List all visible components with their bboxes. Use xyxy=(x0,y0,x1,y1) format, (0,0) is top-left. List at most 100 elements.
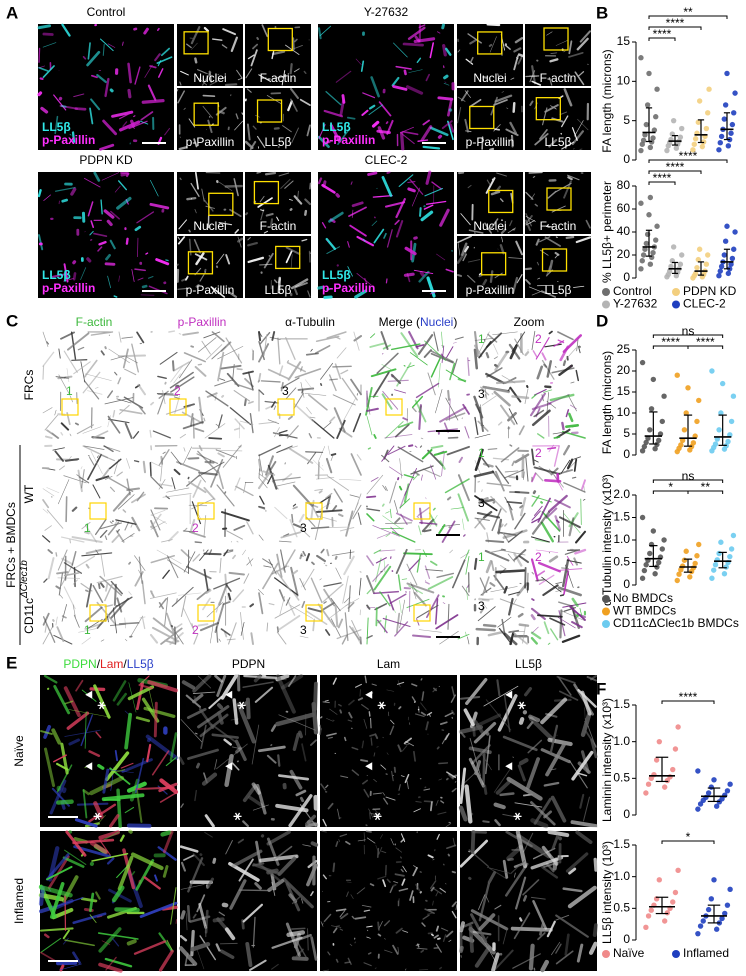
arrowhead xyxy=(85,762,93,771)
cell-structure xyxy=(186,904,191,923)
cell-structure xyxy=(570,820,598,828)
cell-structure xyxy=(557,331,574,341)
cell-structure xyxy=(194,427,205,433)
cell-structure xyxy=(489,36,497,53)
cell-structure xyxy=(457,633,470,640)
legend-label: WT BMDCs xyxy=(613,604,676,618)
cell-structure xyxy=(83,445,105,450)
cell-structure xyxy=(205,390,229,407)
cell-structure xyxy=(214,379,234,387)
cell-structure xyxy=(475,713,502,728)
cell-structure xyxy=(142,460,147,474)
cell-structure xyxy=(203,552,222,556)
cell-structure xyxy=(229,407,252,426)
cell-structure xyxy=(395,220,404,238)
cell-structure xyxy=(432,858,435,861)
cell-structure xyxy=(531,448,535,466)
cell-structure xyxy=(346,891,349,897)
cell-structure xyxy=(430,357,441,378)
cell-structure xyxy=(290,566,299,597)
y-tick-label: 15 xyxy=(617,34,631,48)
cell-structure xyxy=(190,413,194,427)
cell-structure xyxy=(262,674,267,677)
cell-structure xyxy=(367,171,378,176)
significance-label: ns xyxy=(682,324,695,338)
cell-structure xyxy=(539,236,551,243)
cell-structure xyxy=(278,714,316,731)
cell-structure xyxy=(56,626,65,643)
cell-structure xyxy=(493,356,498,360)
cell-structure xyxy=(243,397,247,407)
cell-structure xyxy=(541,866,559,879)
data-point xyxy=(695,930,701,937)
cell-structure xyxy=(210,723,237,743)
cell-structure xyxy=(100,639,105,642)
cell-structure xyxy=(486,179,491,186)
cell-structure xyxy=(557,617,576,629)
cell-structure xyxy=(531,571,535,575)
cell-structure xyxy=(59,963,82,971)
cell-structure xyxy=(271,50,275,60)
cell-structure xyxy=(205,589,212,594)
cell-structure xyxy=(44,933,50,939)
cell-structure xyxy=(192,479,202,498)
legend-text: p-Paxillin xyxy=(42,281,95,295)
cell-structure xyxy=(557,676,572,696)
cell-structure xyxy=(351,769,360,776)
cell-structure xyxy=(374,967,377,970)
data-point xyxy=(699,143,706,150)
row-label: FRCs xyxy=(22,370,36,401)
cell-structure xyxy=(336,347,347,359)
cell-structure xyxy=(539,922,545,936)
cell-structure xyxy=(373,590,400,595)
cell-structure xyxy=(203,331,221,339)
cell-structure xyxy=(310,739,317,746)
cell-structure xyxy=(198,473,206,483)
cell-structure xyxy=(102,43,105,56)
cell-structure xyxy=(373,549,382,554)
data-point xyxy=(654,86,660,92)
cell-structure xyxy=(326,732,337,737)
cell-structure xyxy=(436,746,440,750)
cell-structure xyxy=(568,512,579,528)
cell-structure xyxy=(218,222,233,226)
cell-structure xyxy=(528,286,546,294)
significance-bracket xyxy=(652,479,724,483)
cell-structure xyxy=(415,344,425,348)
cell-structure xyxy=(335,567,342,580)
cell-structure xyxy=(112,680,127,702)
panel-label: B xyxy=(596,3,608,22)
cell-structure xyxy=(105,253,111,261)
cell-structure xyxy=(274,506,288,520)
cell-structure xyxy=(82,426,102,434)
cell-structure xyxy=(287,415,293,420)
cell-structure xyxy=(499,198,504,203)
cell-structure xyxy=(225,586,229,603)
roi-number: 1 xyxy=(478,332,485,346)
cell-structure xyxy=(158,598,168,608)
cell-structure xyxy=(546,392,549,414)
cell-structure xyxy=(445,397,459,421)
cell-structure xyxy=(494,904,502,910)
image-title: CLEC-2 xyxy=(365,153,408,167)
cell-structure xyxy=(319,724,322,731)
data-point xyxy=(646,70,652,77)
cell-structure xyxy=(260,380,281,383)
cell-structure xyxy=(525,75,540,78)
cell-structure xyxy=(547,447,557,450)
cell-structure xyxy=(517,53,524,57)
row-label: WT xyxy=(22,484,36,503)
y-tick-label: 0.5 xyxy=(613,901,630,915)
cell-structure xyxy=(441,23,445,30)
cell-structure xyxy=(451,910,457,919)
cell-structure xyxy=(282,549,296,571)
cell-structure xyxy=(354,289,368,299)
cell-structure xyxy=(350,894,354,899)
cell-structure xyxy=(278,540,292,543)
cell-structure xyxy=(194,208,197,214)
cell-structure xyxy=(109,521,113,524)
cell-structure xyxy=(62,937,69,945)
roi-number: 3 xyxy=(282,384,289,398)
cell-structure xyxy=(98,927,122,953)
cell-structure xyxy=(476,511,501,519)
